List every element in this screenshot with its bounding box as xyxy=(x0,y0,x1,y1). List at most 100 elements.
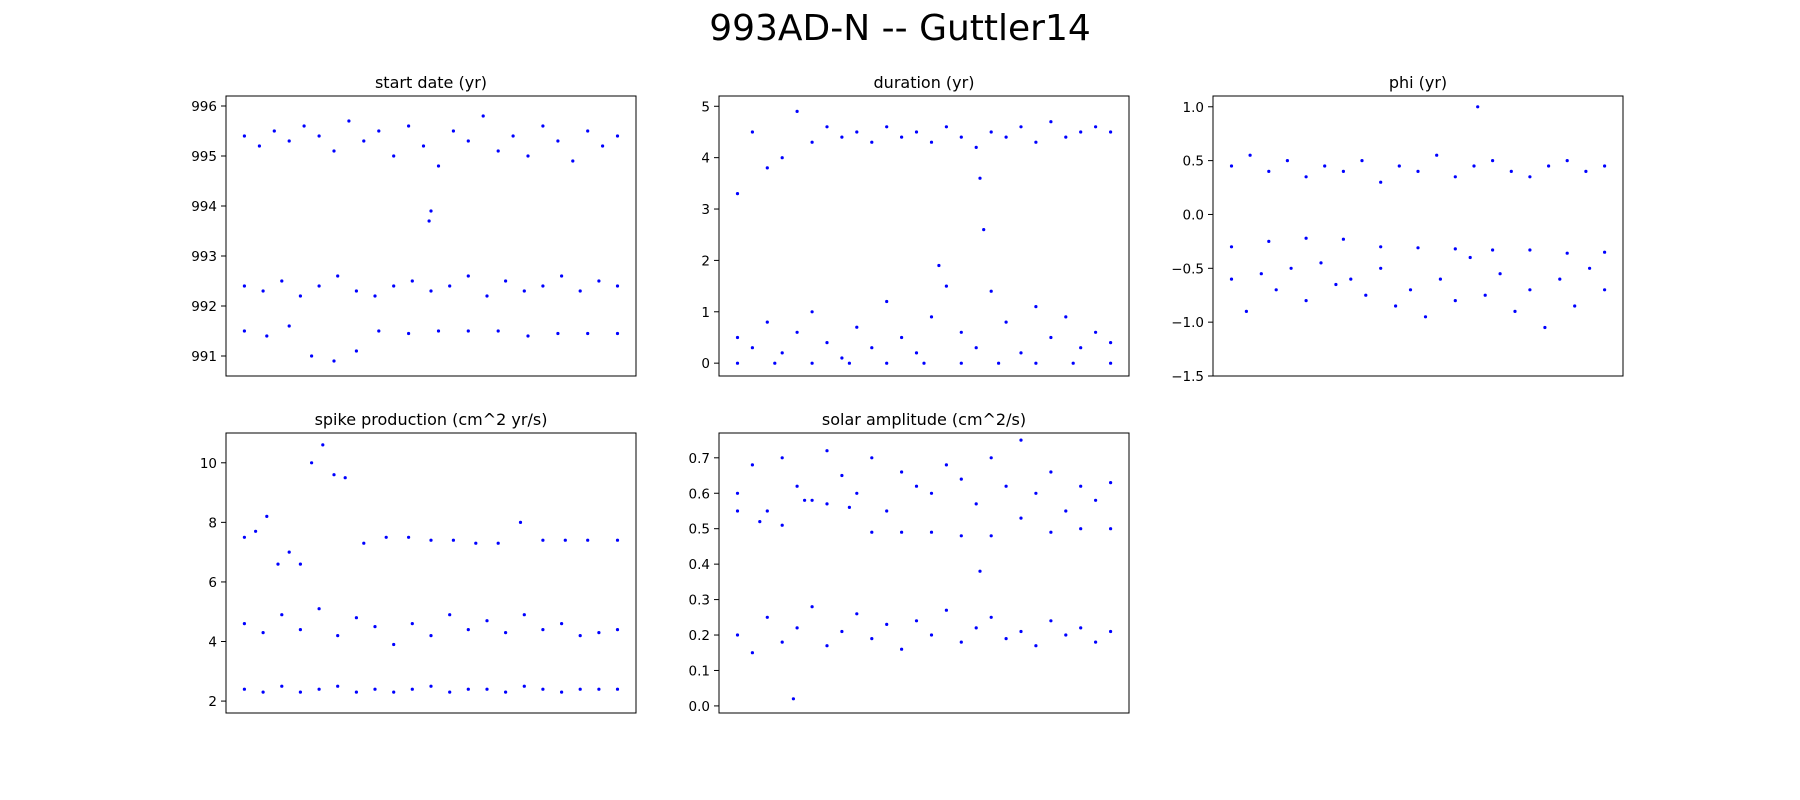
data-point xyxy=(1274,288,1278,292)
data-point xyxy=(265,514,269,519)
data-point xyxy=(1491,248,1495,252)
data-point xyxy=(1019,516,1023,520)
y-tick-label: 0.0 xyxy=(689,699,710,715)
data-point xyxy=(287,139,291,143)
data-point xyxy=(959,361,963,365)
data-point xyxy=(287,550,291,554)
data-point xyxy=(392,284,396,288)
data-point xyxy=(750,130,755,134)
data-point xyxy=(810,498,814,502)
data-point xyxy=(825,644,829,648)
data-point xyxy=(373,625,377,629)
data-point xyxy=(825,449,829,453)
data-point xyxy=(466,628,470,632)
data-point xyxy=(1304,236,1308,240)
y-tick-label: 0.4 xyxy=(689,557,710,573)
y-tick-label: 1.0 xyxy=(1183,100,1204,116)
data-point xyxy=(556,331,560,336)
data-point xyxy=(407,535,411,539)
data-point xyxy=(1019,629,1023,634)
data-point xyxy=(354,616,358,620)
data-point xyxy=(810,605,814,609)
data-point xyxy=(332,149,336,153)
data-point xyxy=(1019,125,1023,129)
data-point xyxy=(1049,470,1053,474)
y-tick-label: 991 xyxy=(191,349,217,365)
y-tick-label: 0.7 xyxy=(689,451,710,467)
data-point xyxy=(578,289,582,293)
data-point xyxy=(1267,239,1271,243)
data-point xyxy=(1094,125,1098,129)
y-tick-label: 996 xyxy=(191,99,217,115)
y-tick-label: 1 xyxy=(701,305,710,321)
data-point xyxy=(810,361,814,365)
data-point xyxy=(959,477,963,481)
data-point xyxy=(735,192,740,196)
series-1 xyxy=(242,114,620,223)
data-point xyxy=(959,640,963,644)
data-point xyxy=(795,330,799,334)
subplot-title: solar amplitude (cm^2/s) xyxy=(822,410,1026,429)
data-point xyxy=(321,443,325,447)
data-point xyxy=(735,633,740,637)
subplot-title: start date (yr) xyxy=(375,73,487,92)
data-point xyxy=(1229,245,1234,249)
subplot-title: duration (yr) xyxy=(874,73,975,92)
data-point xyxy=(1603,250,1607,254)
data-point xyxy=(615,284,620,288)
data-point xyxy=(1360,159,1364,163)
axes-frame xyxy=(225,95,637,377)
y-tick-label: 0.1 xyxy=(689,663,710,679)
data-point xyxy=(1528,288,1532,292)
data-point xyxy=(522,684,526,688)
data-point xyxy=(989,130,993,134)
data-point xyxy=(847,505,852,509)
data-point xyxy=(261,289,265,293)
data-point xyxy=(1304,175,1308,179)
data-point xyxy=(959,330,963,334)
data-point xyxy=(615,628,620,632)
data-point xyxy=(578,634,582,638)
data-point xyxy=(885,299,889,304)
data-point xyxy=(280,613,284,617)
data-point xyxy=(765,166,769,170)
data-point xyxy=(257,144,261,148)
data-point xyxy=(989,456,993,460)
data-point xyxy=(343,476,347,480)
data-point xyxy=(1379,245,1383,249)
data-point xyxy=(1267,169,1271,173)
data-point xyxy=(1528,175,1532,179)
y-tick-label: 8 xyxy=(208,515,217,531)
data-point xyxy=(526,154,530,158)
subplot-title: spike production (cm^2 yr/s) xyxy=(315,410,548,429)
data-point xyxy=(362,139,366,143)
series-1 xyxy=(735,438,1113,513)
data-point xyxy=(448,613,452,617)
data-point xyxy=(982,228,986,232)
data-point xyxy=(1349,277,1353,281)
axes-frame xyxy=(225,432,637,714)
data-point xyxy=(1476,105,1480,109)
data-point xyxy=(750,346,755,350)
data-point xyxy=(586,129,590,133)
data-point xyxy=(840,356,844,360)
data-point xyxy=(597,631,601,635)
data-point xyxy=(929,491,934,495)
series-2 xyxy=(242,274,620,298)
data-point xyxy=(526,334,530,338)
data-point xyxy=(1034,361,1038,365)
data-point xyxy=(1079,527,1083,531)
data-point xyxy=(522,613,526,617)
series-3 xyxy=(735,569,1113,701)
data-point xyxy=(929,633,934,637)
data-point xyxy=(795,626,799,630)
subplot-3: phi (yr) −1.5 −1.0 −0.5 0.0 0.5 1.0 xyxy=(1171,73,1624,385)
data-point xyxy=(1341,169,1345,173)
data-point xyxy=(1229,164,1234,168)
data-point xyxy=(597,687,601,691)
data-point xyxy=(287,324,291,328)
data-point xyxy=(560,274,564,278)
data-point xyxy=(914,619,919,623)
data-point xyxy=(485,294,489,298)
data-point xyxy=(900,530,904,534)
